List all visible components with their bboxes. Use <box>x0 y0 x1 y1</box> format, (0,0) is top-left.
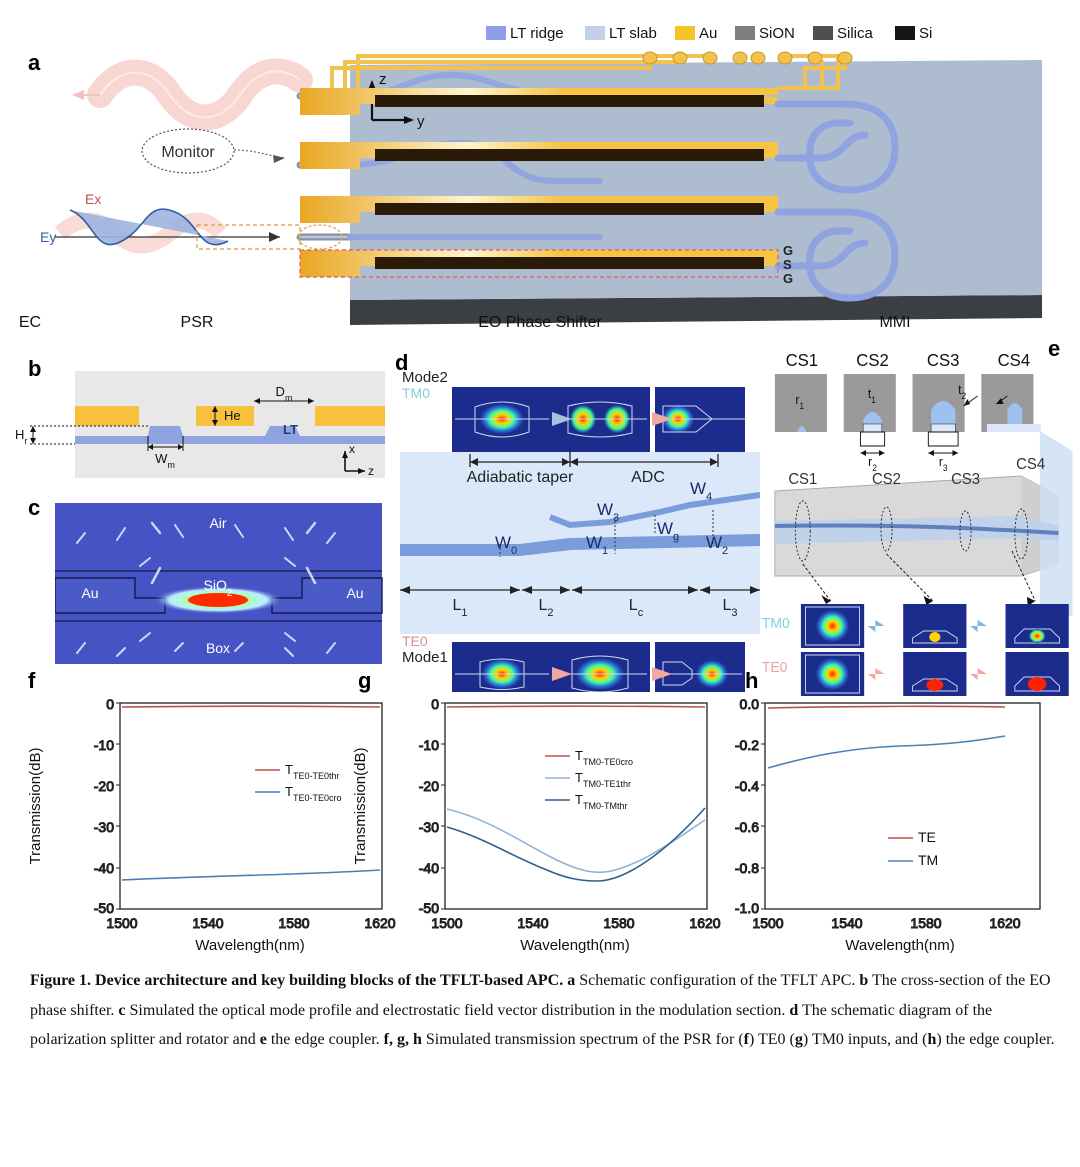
svg-text:EO Phase Shifter: EO Phase Shifter <box>478 314 602 331</box>
svg-text:1620: 1620 <box>989 915 1020 931</box>
svg-text:-40: -40 <box>94 860 114 876</box>
svg-text:1500: 1500 <box>431 915 462 931</box>
svg-text:Au: Au <box>81 585 98 601</box>
svg-text:Wavelength(nm): Wavelength(nm) <box>845 937 954 954</box>
svg-text:TM0: TM0 <box>402 385 430 401</box>
svg-text:EC: EC <box>19 314 41 331</box>
svg-text:-10: -10 <box>419 737 439 753</box>
svg-text:-20: -20 <box>94 778 114 794</box>
svg-text:1580: 1580 <box>910 915 941 931</box>
svg-text:x: x <box>349 442 355 456</box>
svg-text:CS4: CS4 <box>1016 456 1045 474</box>
svg-text:0.0: 0.0 <box>740 698 760 712</box>
svg-text:Ex: Ex <box>85 191 101 207</box>
svg-text:z: z <box>379 71 387 88</box>
svg-text:Wavelength(nm): Wavelength(nm) <box>195 937 304 954</box>
svg-text:Box: Box <box>206 640 230 656</box>
svg-text:LT: LT <box>283 422 298 437</box>
svg-text:Transmission(dB): Transmission(dB) <box>352 748 369 865</box>
svg-text:He: He <box>224 408 241 423</box>
svg-text:-50: -50 <box>419 900 439 916</box>
svg-text:-0.2: -0.2 <box>735 737 759 753</box>
svg-text:-40: -40 <box>419 860 439 876</box>
svg-text:1540: 1540 <box>192 915 223 931</box>
svg-text:TE0: TE0 <box>762 660 788 677</box>
svg-text:TM: TM <box>918 852 938 868</box>
svg-text:-30: -30 <box>94 819 114 835</box>
svg-text:CS1: CS1 <box>786 349 819 370</box>
svg-text:0: 0 <box>106 698 114 712</box>
svg-text:1500: 1500 <box>106 915 137 931</box>
svg-text:1500: 1500 <box>752 915 783 931</box>
svg-text:TM0: TM0 <box>762 616 790 633</box>
svg-text:Wavelength(nm): Wavelength(nm) <box>520 937 629 954</box>
svg-text:1540: 1540 <box>831 915 862 931</box>
svg-text:-30: -30 <box>419 819 439 835</box>
svg-text:-20: -20 <box>419 778 439 794</box>
svg-text:0: 0 <box>431 698 439 712</box>
svg-text:-10: -10 <box>94 737 114 753</box>
svg-text:MMI: MMI <box>879 314 910 331</box>
svg-text:TTM0-TMthr: TTM0-TMthr <box>575 792 627 811</box>
svg-text:CS1: CS1 <box>788 471 817 489</box>
svg-text:1580: 1580 <box>278 915 309 931</box>
svg-text:Air: Air <box>209 515 226 531</box>
svg-text:Monitor: Monitor <box>161 144 215 161</box>
svg-text:-0.4: -0.4 <box>735 778 759 794</box>
svg-text:CS3: CS3 <box>951 471 980 489</box>
svg-text:CS2: CS2 <box>872 471 901 489</box>
svg-text:TE: TE <box>918 829 936 845</box>
svg-text:Mode1: Mode1 <box>402 649 448 666</box>
svg-text:-1.0: -1.0 <box>735 900 759 916</box>
svg-text:Ey: Ey <box>40 229 56 245</box>
svg-text:TTM0-TE0cro: TTM0-TE0cro <box>575 748 633 767</box>
svg-text:CS2: CS2 <box>856 349 889 370</box>
svg-text:z: z <box>368 464 374 478</box>
svg-text:1580: 1580 <box>603 915 634 931</box>
svg-text:PSR: PSR <box>181 314 214 331</box>
svg-text:TE0: TE0 <box>402 633 428 649</box>
svg-text:S: S <box>783 257 792 272</box>
svg-text:CS4: CS4 <box>998 349 1031 370</box>
svg-text:y: y <box>417 113 425 130</box>
svg-text:Adiabatic taper: Adiabatic taper <box>467 469 574 486</box>
svg-text:-0.8: -0.8 <box>735 860 759 876</box>
svg-text:TTM0-TE1thr: TTM0-TE1thr <box>575 770 631 789</box>
svg-text:Mode2: Mode2 <box>402 369 448 386</box>
svg-text:G: G <box>783 271 793 286</box>
svg-text:G: G <box>783 243 793 258</box>
svg-text:-0.6: -0.6 <box>735 819 759 835</box>
svg-text:-50: -50 <box>94 900 114 916</box>
svg-text:1540: 1540 <box>517 915 548 931</box>
svg-text:Transmission(dB): Transmission(dB) <box>27 748 44 865</box>
svg-text:Au: Au <box>346 585 363 601</box>
svg-text:Hr: Hr <box>15 427 27 446</box>
svg-text:ADC: ADC <box>631 469 665 486</box>
svg-text:r3: r3 <box>939 455 948 474</box>
svg-text:CS3: CS3 <box>927 349 960 370</box>
